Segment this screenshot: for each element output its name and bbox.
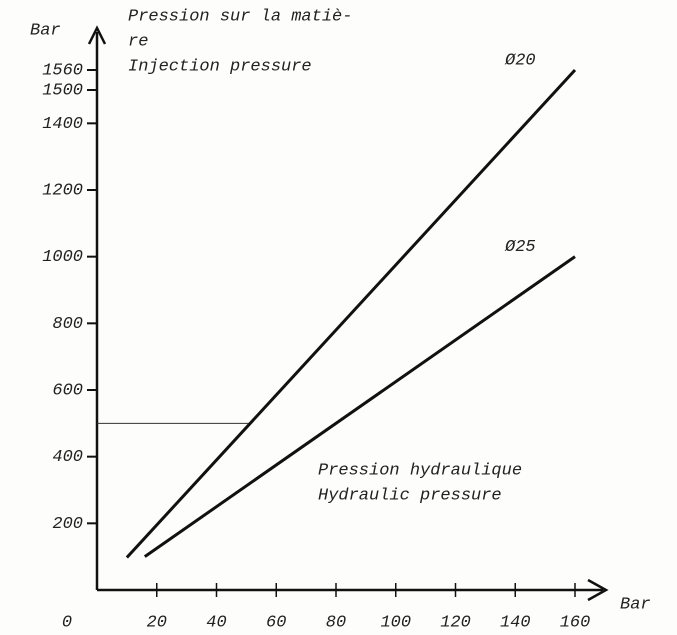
x-axis-title-line: Pression hydraulique <box>318 461 522 480</box>
x-tick-label: 80 <box>326 613 346 632</box>
y-tick-label: 1400 <box>42 115 83 134</box>
series-line <box>125 68 577 559</box>
y-tick-label: 200 <box>52 515 83 534</box>
y-tick-label: 800 <box>52 315 83 334</box>
x-tick-label: 0 <box>62 613 72 632</box>
x-tick-label: 20 <box>147 613 167 632</box>
x-axis-label: Bar <box>620 595 651 614</box>
title-line: re <box>128 32 148 51</box>
x-tick-label: 60 <box>266 613 286 632</box>
y-tick-label: 600 <box>52 381 83 400</box>
title-line: Pression sur la matiè- <box>128 7 352 26</box>
x-tick-label: 40 <box>206 613 226 632</box>
x-tick-label: 140 <box>500 613 531 632</box>
series-label: Ø25 <box>504 238 536 257</box>
title-line: Injection pressure <box>128 57 312 76</box>
y-axis-arrow <box>87 25 107 45</box>
x-tick-label: 100 <box>380 613 411 632</box>
y-tick-label: 400 <box>52 448 83 467</box>
y-tick-label: 1000 <box>42 248 83 267</box>
series-label: Ø20 <box>504 51 536 70</box>
x-tick-label: 160 <box>560 613 591 632</box>
y-tick-label: 1500 <box>42 81 83 100</box>
series-line <box>143 255 576 558</box>
y-tick-label: 1560 <box>42 61 83 80</box>
x-axis-title-line: Hydraulic pressure <box>318 486 502 505</box>
x-tick-label: 120 <box>440 613 471 632</box>
x-axis-arrow <box>587 578 609 602</box>
y-axis-label: Bar <box>30 21 61 40</box>
y-tick-label: 1200 <box>42 181 83 200</box>
